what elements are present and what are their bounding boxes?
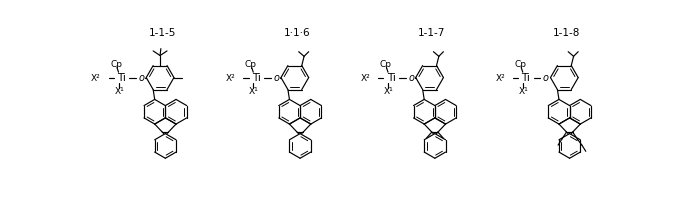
Text: X²: X² <box>226 74 235 83</box>
Text: 1-1-8: 1-1-8 <box>553 28 580 38</box>
Text: o: o <box>139 73 145 83</box>
Text: 1-1-7: 1-1-7 <box>418 28 446 38</box>
Text: o: o <box>274 73 279 83</box>
Text: Ti: Ti <box>252 73 261 83</box>
Text: X¹: X¹ <box>114 87 124 96</box>
Text: X¹: X¹ <box>249 87 259 96</box>
Text: Cp: Cp <box>110 60 122 69</box>
Text: o: o <box>408 73 414 83</box>
Text: Cp: Cp <box>514 60 526 69</box>
Text: X¹: X¹ <box>519 87 528 96</box>
Text: X¹: X¹ <box>384 87 393 96</box>
Text: Cp: Cp <box>245 60 257 69</box>
Text: Ti: Ti <box>522 73 531 83</box>
Text: Ti: Ti <box>386 73 395 83</box>
Text: X²: X² <box>91 74 101 83</box>
Text: 1·1·6: 1·1·6 <box>284 28 311 38</box>
Text: 1-1-5: 1-1-5 <box>148 28 176 38</box>
Text: o: o <box>543 73 549 83</box>
Text: Ti: Ti <box>117 73 126 83</box>
Text: X²: X² <box>360 74 370 83</box>
Text: Cp: Cp <box>379 60 392 69</box>
Text: X²: X² <box>496 74 505 83</box>
